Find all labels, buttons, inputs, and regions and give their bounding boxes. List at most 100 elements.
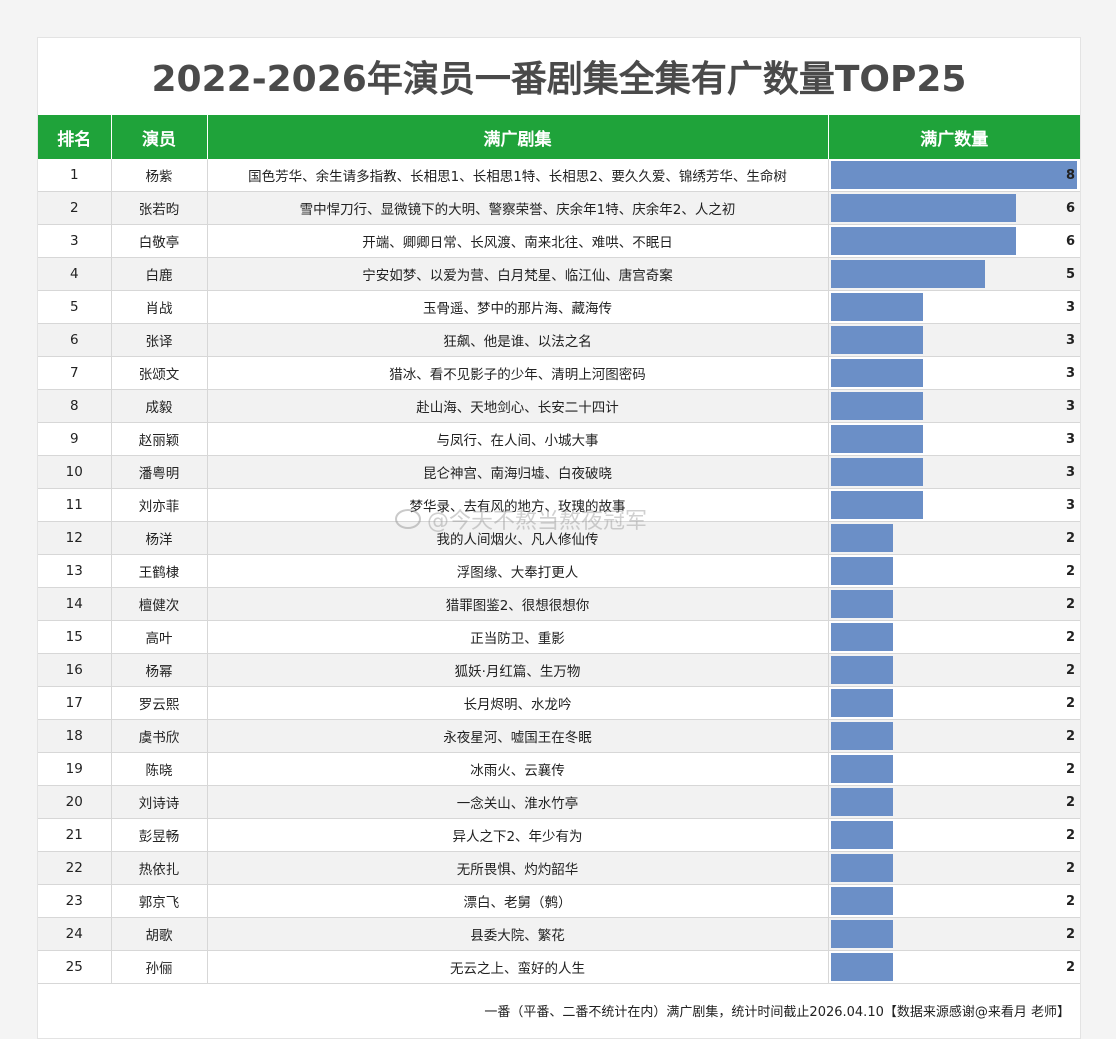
table-row: 2 张若昀 雪中悍刀行、显微镜下的大明、警察荣誉、庆余年1特、庆余年2、人之初 6 bbox=[38, 191, 1080, 225]
count-value: 6 bbox=[1065, 200, 1075, 216]
table-row: 12 杨洋 我的人间烟火、凡人修仙传 2 bbox=[38, 521, 1080, 555]
rank-cell: 13 bbox=[38, 554, 112, 588]
dramas-cell: 雪中悍刀行、显微镜下的大明、警察荣誉、庆余年1特、庆余年2、人之初 bbox=[207, 191, 829, 225]
table-row: 13 王鹤棣 浮图缘、大奉打更人 2 bbox=[38, 554, 1080, 588]
table-row: 23 郭京飞 漂白、老舅（鹩） 2 bbox=[38, 884, 1080, 918]
count-cell: 5 bbox=[828, 257, 1080, 291]
rank-cell: 23 bbox=[38, 884, 112, 918]
header-count: 满广数量 bbox=[828, 115, 1080, 159]
rank-cell: 22 bbox=[38, 851, 112, 885]
count-value: 2 bbox=[1065, 794, 1075, 810]
rank-cell: 9 bbox=[38, 422, 112, 456]
dramas-cell: 异人之下2、年少有为 bbox=[207, 818, 829, 852]
actor-cell: 虞书欣 bbox=[111, 719, 208, 753]
actor-cell: 胡歌 bbox=[111, 917, 208, 951]
actor-cell: 高叶 bbox=[111, 620, 208, 654]
rank-cell: 7 bbox=[38, 356, 112, 390]
table-row: 3 白敬亭 开端、卿卿日常、长风渡、南来北往、难哄、不眠日 6 bbox=[38, 224, 1080, 258]
count-value: 2 bbox=[1065, 662, 1075, 678]
table-row: 7 张颂文 猎冰、看不见影子的少年、清明上河图密码 3 bbox=[38, 356, 1080, 390]
count-cell: 2 bbox=[828, 653, 1080, 687]
rank-cell: 10 bbox=[38, 455, 112, 489]
rank-cell: 16 bbox=[38, 653, 112, 687]
ranking-table: 排名 演员 满广剧集 满广数量 1 杨紫 国色芳华、余生请多指教、长相思1、长相思1… bbox=[38, 115, 1080, 984]
actor-cell: 彭昱畅 bbox=[111, 818, 208, 852]
actor-cell: 白敬亭 bbox=[111, 224, 208, 258]
count-cell: 2 bbox=[828, 554, 1080, 588]
dramas-cell: 赴山海、天地剑心、长安二十四计 bbox=[207, 389, 829, 423]
rank-cell: 24 bbox=[38, 917, 112, 951]
table-row: 14 檀健次 猎罪图鉴2、很想很想你 2 bbox=[38, 587, 1080, 621]
rank-cell: 4 bbox=[38, 257, 112, 291]
table-row: 18 虞书欣 永夜星河、嘘国王在冬眠 2 bbox=[38, 719, 1080, 753]
actor-cell: 刘亦菲 bbox=[111, 488, 208, 522]
rank-cell: 17 bbox=[38, 686, 112, 720]
count-bar bbox=[830, 623, 893, 651]
rank-cell: 21 bbox=[38, 818, 112, 852]
count-cell: 2 bbox=[828, 521, 1080, 555]
rank-cell: 2 bbox=[38, 191, 112, 225]
count-cell: 3 bbox=[828, 488, 1080, 522]
count-value: 2 bbox=[1065, 629, 1075, 645]
table-row: 24 胡歌 县委大院、繁花 2 bbox=[38, 917, 1080, 951]
actor-cell: 罗云熙 bbox=[111, 686, 208, 720]
count-bar bbox=[830, 194, 1016, 222]
actor-cell: 热依扎 bbox=[111, 851, 208, 885]
count-bar bbox=[830, 260, 985, 288]
count-bar bbox=[830, 161, 1077, 189]
rank-cell: 19 bbox=[38, 752, 112, 786]
table-row: 6 张译 狂飙、他是谁、以法之名 3 bbox=[38, 323, 1080, 357]
count-cell: 6 bbox=[828, 224, 1080, 258]
chart-title: 2022-2026年演员一番剧集全集有广数量TOP25 bbox=[151, 59, 967, 100]
count-value: 2 bbox=[1065, 563, 1075, 579]
table-row: 21 彭昱畅 异人之下2、年少有为 2 bbox=[38, 818, 1080, 852]
actor-cell: 孙俪 bbox=[111, 950, 208, 984]
dramas-cell: 漂白、老舅（鹩） bbox=[207, 884, 829, 918]
count-bar bbox=[830, 557, 893, 585]
dramas-cell: 县委大院、繁花 bbox=[207, 917, 829, 951]
count-bar bbox=[830, 755, 893, 783]
count-value: 3 bbox=[1065, 332, 1075, 348]
rank-cell: 1 bbox=[38, 159, 112, 192]
count-value: 2 bbox=[1065, 860, 1075, 876]
table-row: 10 潘粤明 昆仑神宫、南海归墟、白夜破晓 3 bbox=[38, 455, 1080, 489]
count-bar bbox=[830, 326, 923, 354]
count-cell: 3 bbox=[828, 422, 1080, 456]
count-cell: 8 bbox=[828, 159, 1080, 192]
actor-cell: 张若昀 bbox=[111, 191, 208, 225]
count-value: 3 bbox=[1065, 497, 1075, 513]
actor-cell: 杨紫 bbox=[111, 159, 208, 192]
count-bar bbox=[830, 821, 893, 849]
count-value: 3 bbox=[1065, 398, 1075, 414]
count-cell: 3 bbox=[828, 455, 1080, 489]
dramas-cell: 无所畏惧、灼灼韶华 bbox=[207, 851, 829, 885]
rank-cell: 25 bbox=[38, 950, 112, 984]
count-bar bbox=[830, 392, 923, 420]
count-bar bbox=[830, 656, 893, 684]
table-body: 1 杨紫 国色芳华、余生请多指教、长相思1、长相思1特、长相思2、要久久爱、锦绣芳华… bbox=[38, 159, 1080, 984]
dramas-cell: 玉骨遥、梦中的那片海、藏海传 bbox=[207, 290, 829, 324]
count-value: 2 bbox=[1065, 827, 1075, 843]
dramas-cell: 猎冰、看不见影子的少年、清明上河图密码 bbox=[207, 356, 829, 390]
header-dramas: 满广剧集 bbox=[207, 115, 829, 159]
count-bar bbox=[830, 458, 923, 486]
dramas-cell: 与凤行、在人间、小城大事 bbox=[207, 422, 829, 456]
ranking-sheet: 2022-2026年演员一番剧集全集有广数量TOP25 排名 演员 满广剧集 满… bbox=[37, 37, 1081, 1039]
actor-cell: 张译 bbox=[111, 323, 208, 357]
count-value: 3 bbox=[1065, 431, 1075, 447]
rank-cell: 5 bbox=[38, 290, 112, 324]
dramas-cell: 梦华录、去有风的地方、玫瑰的故事 bbox=[207, 488, 829, 522]
dramas-cell: 无云之上、蛮好的人生 bbox=[207, 950, 829, 984]
count-cell: 3 bbox=[828, 356, 1080, 390]
count-value: 2 bbox=[1065, 530, 1075, 546]
actor-cell: 杨洋 bbox=[111, 521, 208, 555]
actor-cell: 郭京飞 bbox=[111, 884, 208, 918]
rank-cell: 8 bbox=[38, 389, 112, 423]
table-row: 15 高叶 正当防卫、重影 2 bbox=[38, 620, 1080, 654]
rank-cell: 15 bbox=[38, 620, 112, 654]
count-value: 2 bbox=[1065, 728, 1075, 744]
dramas-cell: 宁安如梦、以爱为营、白月梵星、临江仙、唐宫奇案 bbox=[207, 257, 829, 291]
table-row: 19 陈晓 冰雨火、云襄传 2 bbox=[38, 752, 1080, 786]
header-actor: 演员 bbox=[111, 115, 208, 159]
table-row: 20 刘诗诗 一念关山、淮水竹亭 2 bbox=[38, 785, 1080, 819]
